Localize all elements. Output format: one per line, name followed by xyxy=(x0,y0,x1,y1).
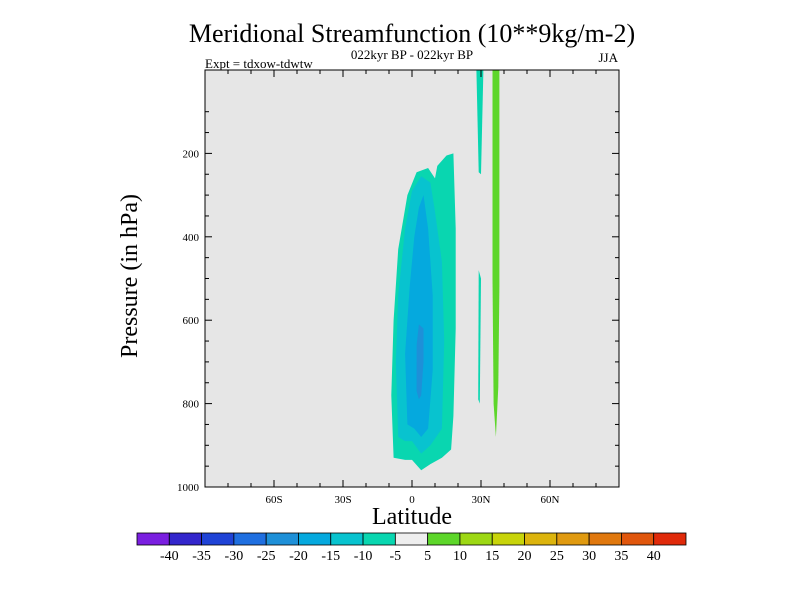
colorbar-swatch xyxy=(233,532,267,546)
colorbar-swatch xyxy=(524,532,558,546)
colorbar-swatch xyxy=(168,532,202,546)
colorbar-swatch xyxy=(394,532,429,546)
x-tick-label: 30N xyxy=(472,494,491,506)
colorbar-label: -35 xyxy=(192,549,211,564)
colorbar-swatch xyxy=(298,532,332,546)
x-tick-label: 30S xyxy=(334,494,351,506)
chart-subtitle: 022kyr BP - 022kyr BP xyxy=(351,47,473,62)
colorbar: -40 -35 -30 -25 -20 -15 -10 -5 5 10 15 20 25 30 35 40 xyxy=(136,532,687,564)
experiment-label: Expt = tdxow-tdwtw xyxy=(205,56,313,71)
colorbar-swatch xyxy=(556,532,590,546)
colorbar-swatch xyxy=(588,532,622,546)
x-axis-title: Latitude xyxy=(372,504,452,530)
colorbar-label: -25 xyxy=(257,549,276,564)
plot-area xyxy=(205,70,619,487)
colorbar-swatch xyxy=(265,532,299,546)
colorbar-label: -30 xyxy=(225,549,244,564)
season-label: JJA xyxy=(598,50,618,65)
contour-region-6 xyxy=(492,70,500,437)
y-tick-label: 1000 xyxy=(177,482,200,494)
contour-region-4 xyxy=(476,70,484,175)
x-tick-label: 60N xyxy=(541,494,560,506)
colorbar-label: 30 xyxy=(582,549,596,564)
y-tick-label: 600 xyxy=(183,315,200,327)
colorbar-label: 25 xyxy=(550,549,564,564)
colorbar-swatch xyxy=(136,532,170,546)
colorbar-swatch xyxy=(427,532,461,546)
contour-region-3 xyxy=(416,324,424,400)
colorbar-swatch xyxy=(621,532,655,546)
contour-region-2 xyxy=(405,195,433,437)
x-tick-label: 0 xyxy=(409,494,415,506)
colorbar-label: -20 xyxy=(289,549,308,564)
contour-region-5 xyxy=(478,270,481,404)
colorbar-swatch xyxy=(459,532,493,546)
x-tick-label: 60S xyxy=(265,494,282,506)
colorbar-swatch xyxy=(491,532,525,546)
axes: 60S 30S 0 30N 60N 200 400 600 800 1000 xyxy=(177,69,620,506)
colorbar-label: -15 xyxy=(321,549,340,564)
colorbar-swatch xyxy=(653,532,687,546)
colorbar-swatch xyxy=(362,532,396,546)
y-tick-label: 800 xyxy=(183,399,200,411)
y-tick-label: 200 xyxy=(183,148,200,160)
y-axis-title: Pressure (in hPa) xyxy=(117,194,143,358)
colorbar-label: 15 xyxy=(485,549,499,564)
colorbar-label: -40 xyxy=(160,549,179,564)
colorbar-label: 10 xyxy=(453,549,467,564)
colorbar-label: 20 xyxy=(518,549,532,564)
y-tick-label: 400 xyxy=(183,232,200,244)
colorbar-swatch xyxy=(330,532,364,546)
colorbar-label: 40 xyxy=(647,549,661,564)
chart-title: Meridional Streamfunction (10**9kg/m-2) xyxy=(189,19,635,48)
colorbar-label: -5 xyxy=(390,549,402,564)
colorbar-label: 5 xyxy=(424,549,431,564)
colorbar-label: 35 xyxy=(614,549,628,564)
colorbar-swatch xyxy=(201,532,235,546)
colorbar-label: -10 xyxy=(354,549,373,564)
